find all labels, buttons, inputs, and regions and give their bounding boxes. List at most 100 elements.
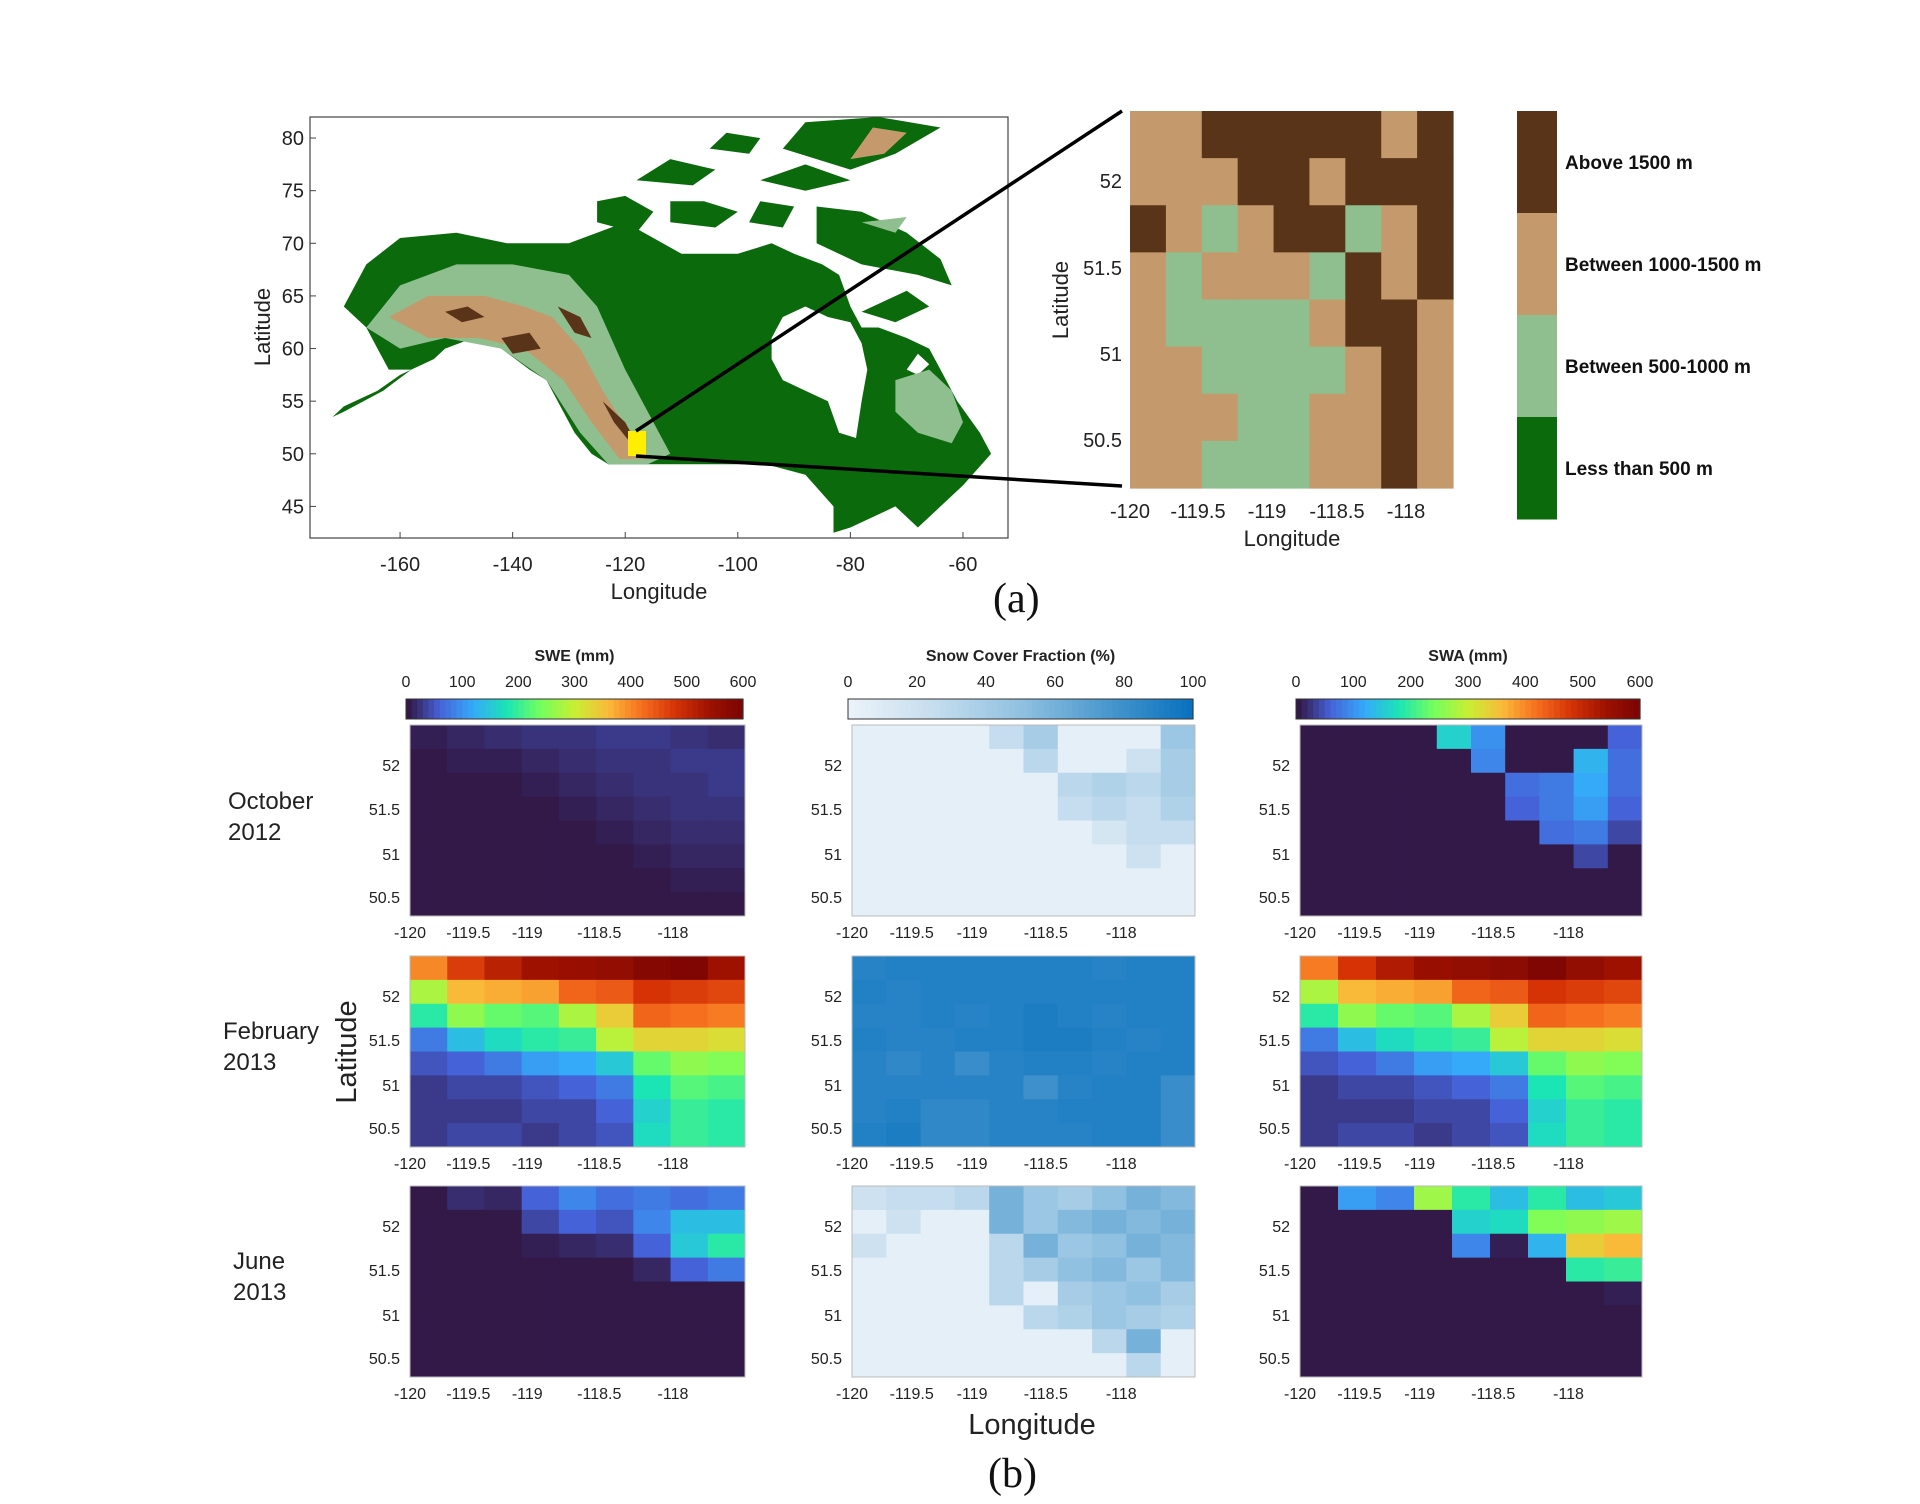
heatmap-cell [1376, 1186, 1415, 1211]
heatmap-cell [1566, 1209, 1605, 1235]
legend-label: Between 1000-1500 m [1565, 255, 1761, 276]
colorbar-segment [479, 699, 486, 719]
heatmap-cell [558, 1186, 597, 1211]
heatmap-ytick-label: 51 [824, 1308, 842, 1325]
colorbar-segment [1404, 699, 1412, 719]
heatmap-cell [1160, 1099, 1196, 1124]
colorbar-segment [1187, 699, 1194, 719]
st-elias-peaks [501, 332, 541, 354]
heatmap-cell [670, 725, 709, 750]
heatmap-cell [670, 1305, 709, 1330]
heatmap-cell [558, 1123, 597, 1148]
elevation-cell [1417, 440, 1454, 489]
heatmap-cell [484, 1186, 523, 1211]
colorbar-segment [1439, 699, 1446, 719]
heatmap-cell [670, 748, 709, 774]
map-ytick-label: 50 [282, 444, 304, 466]
colorbar-segment [619, 699, 626, 719]
heatmap-cell [1566, 979, 1605, 1005]
heatmap-cell [989, 820, 1024, 845]
heatmap-cell [1023, 1075, 1059, 1100]
heatmap-frame [851, 955, 1196, 1148]
heatmap-xtick-label: -119 [1404, 925, 1435, 942]
heatmap-cell [1539, 844, 1575, 869]
elevation-cell [1273, 393, 1311, 442]
heatmap-cell [596, 956, 634, 981]
heatmap-cell [886, 1257, 922, 1283]
heatmap-cell [1414, 1257, 1453, 1283]
heatmap-cell [1092, 1186, 1127, 1211]
heatmap-ytick-label: 52 [382, 989, 400, 1006]
map-xtick-label: -160 [380, 554, 420, 576]
elevation-cell [1237, 252, 1275, 301]
heatmap-cell [447, 956, 485, 981]
heatmap-cell [1566, 1099, 1605, 1124]
colorbar-segment [1060, 699, 1068, 719]
colorbar-tick-label: 600 [730, 674, 757, 691]
heatmap-cell [852, 1329, 887, 1354]
heatmap-cell [1023, 796, 1059, 822]
heatmap-cell [886, 1353, 922, 1378]
heatmap-cell [707, 796, 746, 822]
heatmap-cell [1566, 956, 1605, 981]
heatmap-cell [1566, 1281, 1605, 1306]
heatmap-cell [521, 725, 560, 750]
heatmap-cell [558, 1075, 597, 1100]
heatmap-cell [1436, 725, 1472, 750]
colorbar-segment [1594, 699, 1601, 719]
heatmap-cell [920, 1027, 956, 1053]
arctic-island [760, 164, 851, 191]
heatmap-cell [954, 1257, 990, 1283]
heatmap-cell [1092, 1233, 1127, 1259]
colorbar-segment [1324, 699, 1331, 719]
heatmap-cell [920, 868, 956, 893]
heatmap-ytick-label: 51.5 [369, 1263, 400, 1280]
colorbar-segment [1571, 699, 1578, 719]
heatmap-cell [1023, 979, 1059, 1005]
heatmap-cell [410, 844, 448, 869]
heatmap-cell [920, 1075, 956, 1100]
heatmap-cell [1539, 725, 1575, 750]
heatmap-cell [886, 956, 922, 981]
heatmap-cell [886, 1099, 922, 1124]
heatmap-cell [707, 979, 746, 1005]
heatmap-cell [1160, 892, 1196, 917]
heatmap-cell [1452, 1209, 1491, 1235]
colorbar-segment [490, 699, 497, 719]
colorbar-segment [1559, 699, 1567, 719]
heatmap-cell [521, 1209, 560, 1235]
heatmap-cell [1300, 820, 1335, 845]
heatmap-cell [1452, 956, 1491, 981]
heatmap-xtick-label: -119 [512, 1386, 543, 1403]
heatmap-cell [558, 1281, 597, 1306]
heatmap-cell [410, 820, 448, 845]
heatmap-cell [989, 725, 1024, 750]
heatmap-cell [1414, 1051, 1453, 1076]
heatmap-cell [521, 1186, 560, 1211]
heatmap-cell [1338, 1051, 1377, 1076]
heatmap-cell [1528, 1123, 1567, 1148]
heatmap-cell [1092, 979, 1127, 1005]
heatmap-cell [707, 1075, 746, 1100]
heatmap-cell [1092, 1099, 1127, 1124]
heatmap-cell [1566, 1257, 1605, 1283]
heatmap-cell [1160, 1209, 1196, 1235]
heatmap-cell [1160, 796, 1196, 822]
heatmap-cell [1539, 748, 1575, 774]
colorbar-segment [1032, 699, 1039, 719]
heatmap-cell [1368, 772, 1404, 798]
elevation-cell [1130, 205, 1167, 253]
heatmap-cell [1452, 1003, 1491, 1029]
heatmap-cell [633, 844, 672, 869]
colorbar-segment [1576, 699, 1584, 719]
elevation-cell [1201, 205, 1239, 253]
heatmap-cell [1300, 1353, 1339, 1378]
heatmap-cell [521, 956, 560, 981]
arctic-island [709, 132, 761, 154]
heatmap-cell [558, 956, 597, 981]
heatmap-cell [1092, 1329, 1127, 1354]
heatmap-cell [1566, 1123, 1605, 1148]
heatmap-cell [1160, 1233, 1196, 1259]
heatmap-cell [410, 1186, 448, 1211]
heatmap-xtick-label: -118 [1553, 1386, 1584, 1403]
